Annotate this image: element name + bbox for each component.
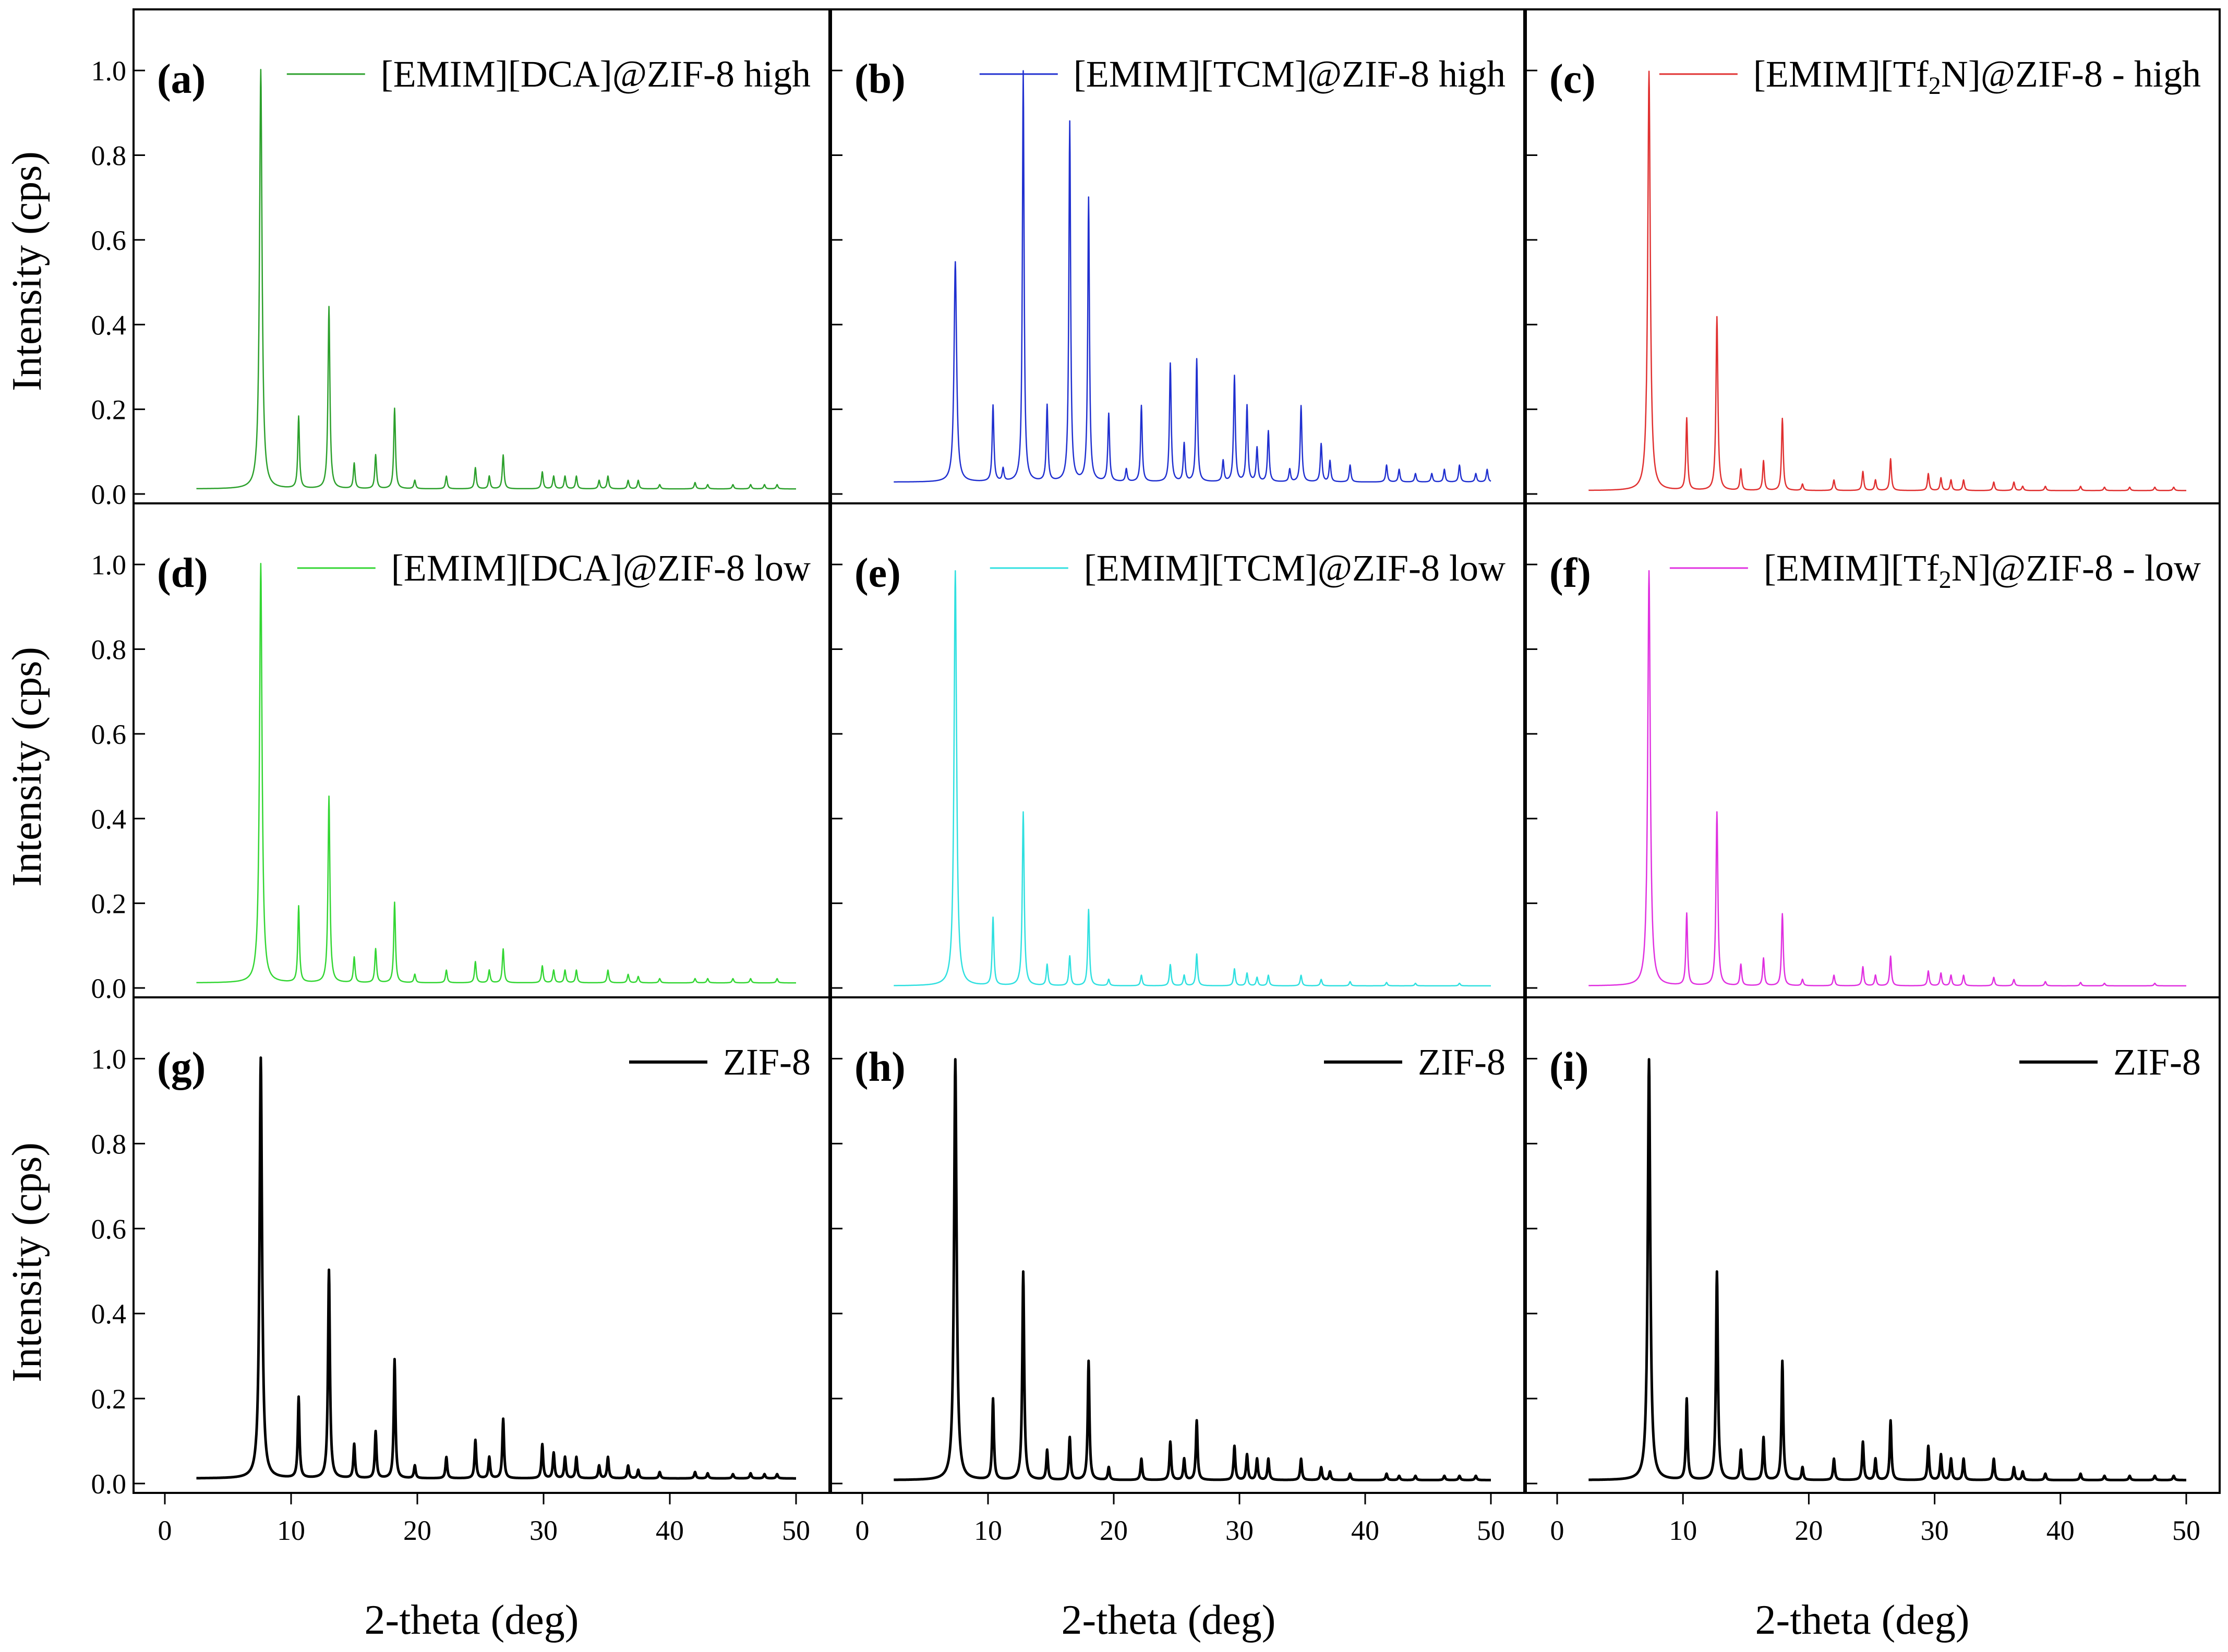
panel-g-series-line	[195, 1056, 797, 1480]
panel-h-frame	[830, 996, 1525, 1494]
panel-i-xtick-label-20: 20	[1795, 1515, 1823, 1546]
panel-g-ytick-label-0.4: 0.4	[91, 1298, 127, 1330]
panel-d-ytick-label-0.6: 0.6	[91, 719, 127, 750]
panel-f: (f) [EMIM][Tf2N]@ZIF-8 - low	[1525, 502, 2221, 998]
panel-a-series-line	[196, 69, 797, 490]
panel-h-xtick-label-30: 30	[1225, 1515, 1254, 1546]
panel-b-series-line	[893, 70, 1491, 483]
panel-g-legend-text: ZIF-8	[723, 1041, 811, 1083]
panel-a-legend-text: [EMIM][DCA]@ZIF-8 high	[381, 53, 811, 95]
panel-f-legend-text: [EMIM][Tf2N]@ZIF-8 - low	[1764, 547, 2201, 594]
panel-b-label: (b)	[854, 56, 906, 102]
panel-a: 0.0 0.2 0.4 0.6 0.8 1.0 (a) [EMIM][DCA]@ZIF-8 h…	[91, 8, 830, 510]
panel-i-frame	[1525, 996, 2221, 1494]
panel-i-xtick-label-50: 50	[2172, 1515, 2200, 1546]
panel-i-legend-text: ZIF-8	[2113, 1041, 2201, 1083]
panel-a-ytick-label-1.0: 1.0	[91, 55, 127, 87]
panel-i-xtick-label-40: 40	[2046, 1515, 2075, 1546]
panel-a-label: (a)	[157, 56, 206, 102]
panel-i-label: (i)	[1549, 1044, 1589, 1090]
panel-i-xtick-label-0: 0	[1550, 1515, 1564, 1546]
panel-h-xtick-label-0: 0	[856, 1515, 870, 1546]
panel-f-label: (f)	[1549, 550, 1591, 596]
panel-e-series-line	[893, 570, 1491, 987]
x-axis-title-col-1: 2-theta (deg)	[365, 1597, 579, 1643]
panel-i-xtick-label-10: 10	[1669, 1515, 1697, 1546]
y-axis-title-row-3: Intensity (cps)	[4, 1142, 50, 1382]
axis-titles: Intensity (cps) Intensity (cps) Intensit…	[4, 151, 1969, 1643]
panel-g-xtick-label-30: 30	[529, 1515, 558, 1546]
panel-g-xtick-label-50: 50	[782, 1515, 810, 1546]
panel-g-ytick-label-0.6: 0.6	[91, 1213, 127, 1245]
panel-d-ytick-label-0.2: 0.2	[91, 888, 127, 920]
panel-d-label: (d)	[157, 550, 208, 596]
panel-g-ytick-label-1.0: 1.0	[91, 1043, 127, 1075]
panel-g-frame	[133, 996, 830, 1494]
panel-i: 0 10 20 30 40 50 (i) ZIF-8	[1525, 996, 2221, 1546]
panel-h-xtick-label-50: 50	[1477, 1515, 1505, 1546]
panel-g: 0.0 0.2 0.4 0.6 0.8 1.0 0 10 20 30 40 50 (g) ZIF-8	[91, 996, 830, 1546]
panel-a-ytick-label-0.0: 0.0	[91, 479, 127, 510]
panel-d-ytick-label-0.0: 0.0	[91, 973, 127, 1004]
panel-d-legend-text: [EMIM][DCA]@ZIF-8 low	[391, 547, 811, 589]
panel-i-xtick-label-30: 30	[1921, 1515, 1949, 1546]
panel-d: 0.0 0.2 0.4 0.6 0.8 1.0 (d) [EMIM][DCA]@ZIF-8 l…	[91, 502, 830, 1004]
panel-i-series-line	[1587, 1058, 2187, 1481]
panel-f-series-line	[1588, 570, 2187, 987]
panel-h: 0 10 20 30 40 50 (h) ZIF-8	[830, 996, 1525, 1546]
panel-g-xtick-label-20: 20	[403, 1515, 431, 1546]
panel-h-series-line	[893, 1058, 1492, 1481]
panel-g-label: (g)	[157, 1044, 206, 1090]
panel-g-xtick-label-0: 0	[158, 1515, 172, 1546]
panel-a-ytick-label-0.8: 0.8	[91, 140, 127, 172]
panel-a-ytick-label-0.6: 0.6	[91, 225, 127, 256]
y-axis-title-row-2: Intensity (cps)	[4, 647, 50, 887]
panel-a-ytick-label-0.2: 0.2	[91, 394, 127, 426]
panel-b-legend-text: [EMIM][TCM]@ZIF-8 high	[1074, 53, 1506, 95]
x-axis-title-col-2: 2-theta (deg)	[1062, 1597, 1276, 1643]
panel-h-label: (h)	[854, 1044, 906, 1090]
panel-d-ytick-label-0.8: 0.8	[91, 634, 127, 666]
y-axis-title-row-1: Intensity (cps)	[4, 151, 50, 391]
panel-grid: 0.0 0.2 0.4 0.6 0.8 1.0 (a) [EMIM][DCA]@ZIF-8 h…	[91, 8, 2221, 1546]
panel-c-series-line	[1588, 70, 2187, 491]
panel-c-legend-text: [EMIM][Tf2N]@ZIF-8 - high	[1753, 53, 2201, 100]
panel-c: (c) [EMIM][Tf2N]@ZIF-8 - high	[1525, 8, 2221, 504]
panel-d-ytick-label-1.0: 1.0	[91, 549, 127, 581]
panel-h-xtick-label-10: 10	[974, 1515, 1002, 1546]
panel-g-ytick-label-0.8: 0.8	[91, 1128, 127, 1160]
panel-d-series-line	[196, 563, 797, 984]
panel-h-xtick-label-20: 20	[1100, 1515, 1128, 1546]
panel-d-ytick-label-0.4: 0.4	[91, 803, 127, 835]
panel-h-xtick-label-40: 40	[1351, 1515, 1379, 1546]
panel-b: (b) [EMIM][TCM]@ZIF-8 high	[830, 8, 1525, 504]
panel-g-ytick-label-0.0: 0.0	[91, 1468, 127, 1500]
panel-a-ytick-label-0.4: 0.4	[91, 309, 127, 341]
panel-h-legend-text: ZIF-8	[1418, 1041, 1506, 1083]
panel-g-ytick-label-0.2: 0.2	[91, 1383, 127, 1415]
panel-c-label: (c)	[1549, 56, 1596, 102]
panel-e-label: (e)	[854, 550, 901, 596]
panel-e-legend-text: [EMIM][TCM]@ZIF-8 low	[1084, 547, 1506, 589]
panel-g-xtick-label-10: 10	[277, 1515, 305, 1546]
panel-g-xtick-label-40: 40	[656, 1515, 684, 1546]
x-axis-title-col-3: 2-theta (deg)	[1755, 1597, 1970, 1643]
